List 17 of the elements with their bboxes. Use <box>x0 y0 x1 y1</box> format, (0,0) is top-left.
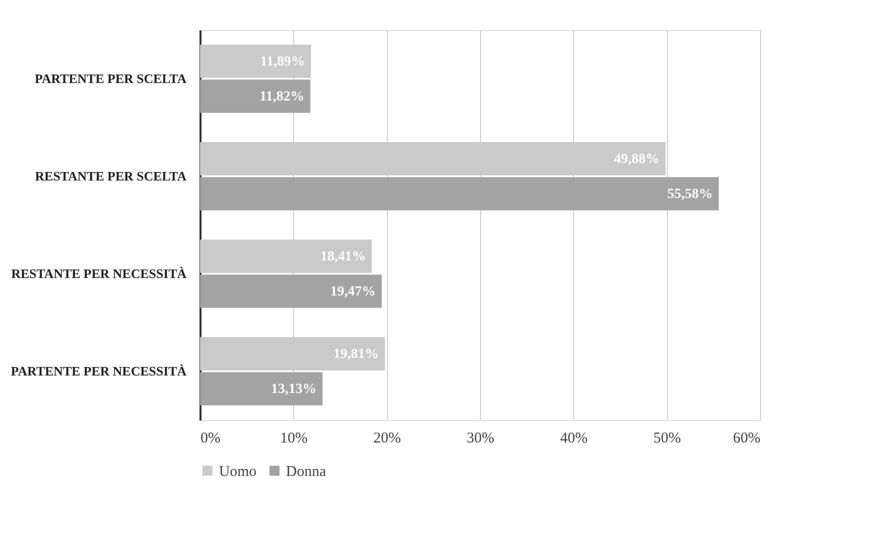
x-tick-label: 50% <box>653 430 681 446</box>
y-tick-label: RESTANTE PER SCELTA <box>35 168 188 184</box>
data-label: 11,82% <box>260 89 304 104</box>
x-tick-label: 40% <box>560 430 588 446</box>
y-tick-label: PARTENTE PER NECESSITÀ <box>10 363 188 378</box>
legend-label: Donna <box>286 464 326 480</box>
x-tick-label: 20% <box>373 430 401 446</box>
data-label: 19,47% <box>330 284 376 300</box>
y-tick-label: PARTENTE PER SCELTA <box>34 70 188 86</box>
data-label: 55,58% <box>667 186 713 202</box>
x-tick-label: 10% <box>280 430 308 446</box>
data-label: 13,13% <box>271 382 317 397</box>
x-tick-label: 60% <box>733 430 760 446</box>
x-tick-label: 30% <box>466 430 494 446</box>
y-tick-label: RESTANTE PER NECESSITÀ <box>11 266 188 281</box>
legend-label: Uomo <box>219 464 256 480</box>
x-tick-label: 0% <box>200 430 220 446</box>
